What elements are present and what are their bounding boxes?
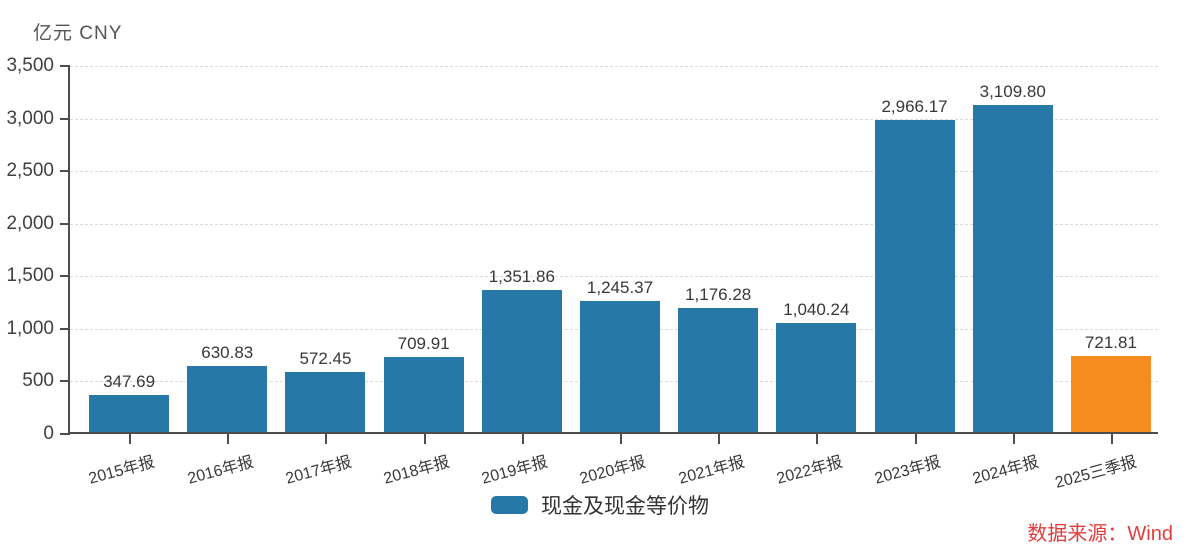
y-axis-tick [60,380,70,383]
x-axis-tick [325,434,328,444]
y-axis-tick-label: 500 [22,370,54,392]
x-axis-tick [423,434,426,444]
x-axis-tick [1110,434,1113,444]
y-axis-tick-label: 3,000 [6,107,54,129]
x-axis-category-label: 2015年报 [87,453,158,488]
y-axis-tick-label: 0 [43,423,54,444]
data-source-label: 数据来源：Wind [1027,523,1173,545]
x-axis-category-label: 2024年报 [970,453,1041,488]
y-axis-tick-label: 3,500 [6,55,54,76]
x-axis-tick [227,434,230,444]
y-axis-tick-label: 1,000 [6,317,54,339]
gridline [70,171,1158,173]
x-axis-tick [129,434,132,444]
bar-value-label: 1,176.28 [685,285,752,305]
x-axis-category-label: 2023年报 [872,453,943,488]
y-axis-tick [60,117,70,120]
y-axis-unit-label: 亿元 CNY [33,23,123,44]
bar-value-label: 709.91 [397,334,450,354]
legend-item[interactable]: 现金及现金等价物 [0,490,1200,520]
x-axis-tick [1012,434,1015,444]
bar-2015年报 [89,395,170,432]
x-axis-category-label: 2021年报 [676,453,747,488]
bar-2021年报 [678,308,759,432]
bar-value-label: 721.81 [1084,333,1137,353]
bar-value-label: 1,245.37 [586,278,654,298]
x-axis-tick [620,434,622,444]
y-axis-tick [60,327,70,330]
bar-2019年报 [481,289,562,432]
x-axis-category-label: 2019年报 [480,453,550,488]
bar-value-label: 630.83 [201,342,254,362]
y-axis-tick-label: 2,000 [6,212,54,234]
x-axis-category-label: 2020年报 [578,453,648,488]
gridline [70,66,1158,67]
x-axis-tick [521,434,524,444]
x-axis-category-label: 2016年报 [185,453,256,488]
x-axis-tick [718,434,721,444]
bar-2022年报 [776,322,857,432]
y-axis-tick [60,433,70,435]
bar-2016年报 [187,365,268,432]
y-axis-tick [60,170,70,173]
plot-area: 0 500 1,000 1,500 2,000 2,500 3,000 3,500 347.69… [6,55,1158,492]
bar-2025三季报 [1070,356,1151,432]
y-axis-tick-label: 1,500 [6,265,54,287]
bar-2020年报 [580,301,660,432]
bar-value-label: 3,109.80 [979,82,1046,102]
bar-value-label: 347.69 [103,372,156,392]
gridline [70,118,1158,120]
bar-value-label: 2,966.17 [881,97,948,117]
bar-2017年报 [285,371,366,432]
bar-value-label: 572.45 [299,348,352,368]
legend-swatch-icon [491,496,528,514]
x-axis-category-label: 2022年报 [774,453,845,488]
bar-value-label: 1,351.86 [488,266,555,286]
y-axis-tick [60,275,70,278]
bar-2024年报 [972,105,1053,432]
bar-2023年报 [874,120,955,432]
y-axis-tick-label: 2,500 [6,160,54,182]
x-axis-category-label: 2018年报 [381,453,452,488]
x-axis-tick [816,434,819,444]
x-axis-category-label: 2017年报 [283,453,354,488]
legend-label: 现金及现金等价物 [541,495,709,518]
y-axis-tick [60,222,70,225]
gridline [70,223,1158,225]
gridline [70,276,1158,278]
y-axis-tick [60,65,70,67]
bar-value-label: 1,040.24 [783,299,850,319]
bar-2018年报 [383,357,464,432]
x-axis-tick [914,434,917,444]
x-axis-category-label: 2025三季报 [1053,453,1139,492]
